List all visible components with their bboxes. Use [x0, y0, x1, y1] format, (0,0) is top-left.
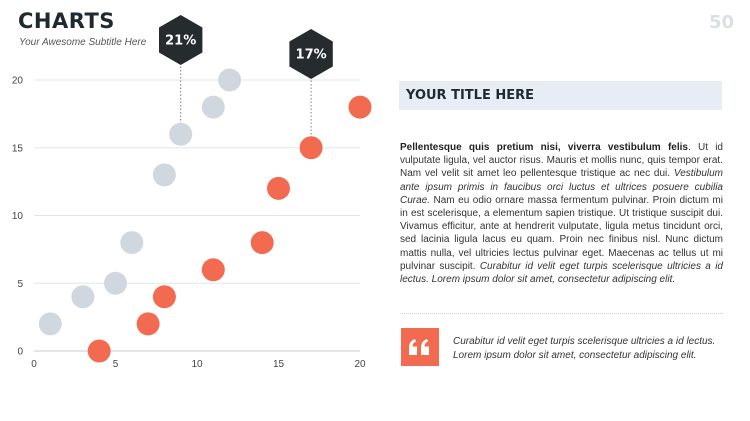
x-tick-label: 10 [191, 359, 203, 370]
x-tick-label: 5 [113, 359, 119, 370]
callout-hexagon [159, 15, 203, 65]
y-tick-label: 5 [17, 279, 23, 290]
body-italic-2: Curabitur id velit eget turpis scelerisq… [400, 260, 723, 286]
quote-box [401, 328, 439, 366]
page-number: 50 [708, 12, 734, 33]
series-gray [38, 68, 242, 336]
callout-label: 17% [296, 48, 327, 63]
scatter-point-gray [169, 122, 193, 146]
scatter-point-orange [136, 312, 160, 336]
scatter-point-orange [87, 339, 111, 363]
scatter-point-gray [152, 163, 176, 187]
scatter-point-gray [201, 95, 225, 119]
scatter-point-orange [299, 136, 323, 160]
series-orange [87, 95, 372, 363]
y-tick-label: 20 [12, 76, 24, 87]
page-title: CHARTS [18, 9, 115, 33]
body-text-1: . Ut id vulputate ligula, vel auctor ris… [400, 142, 723, 180]
y-tick-label: 15 [12, 143, 24, 154]
body-lead-bold: Pellentesque quis pretium nisi, viverra … [400, 142, 688, 153]
page-subtitle: Your Awesome Subtitle Here [19, 37, 147, 48]
callout-label: 21% [165, 34, 196, 49]
quote-icon [409, 339, 429, 355]
scatter-point-gray [104, 271, 127, 295]
panel-title-bar [399, 81, 722, 110]
scatter-chart: 0 5 10 15 20 0 5 10 15 20 21% 17% [12, 15, 372, 370]
divider [400, 313, 723, 314]
panel-body: Pellentesque quis pretium nisi, viverra … [400, 141, 723, 286]
callout-hexagon [289, 29, 333, 79]
scatter-point-gray [120, 231, 144, 255]
body-italic-1: Vestibulum ante ipsum primis in faucibus… [400, 168, 723, 206]
scatter-point-gray [38, 312, 62, 336]
scatter-point-gray [71, 285, 95, 309]
panel-title: YOUR TITLE HERE [406, 88, 535, 103]
x-tick-label: 20 [354, 359, 366, 370]
x-tick-label: 15 [273, 359, 285, 370]
quote-text: Curabitur id velit eget turpis scelerisq… [453, 336, 716, 361]
grid-lines [34, 79, 360, 352]
scatter-point-orange [250, 231, 274, 255]
y-tick-labels: 0 5 10 15 20 [12, 76, 24, 358]
scatter-point-orange [267, 176, 290, 200]
y-tick-label: 10 [12, 211, 24, 222]
scatter-point-orange [348, 95, 372, 119]
scatter-point-orange [152, 285, 176, 309]
body-text-2: Nam eu odio ornare massa fermentum pulvi… [400, 194, 723, 272]
scatter-point-orange [201, 258, 225, 282]
x-tick-labels: 0 5 10 15 20 [31, 359, 366, 370]
scatter-point-gray [218, 68, 242, 92]
callouts: 21% 17% [159, 15, 333, 79]
y-tick-label: 0 [17, 347, 23, 358]
x-tick-label: 0 [31, 359, 37, 370]
callout-leaders [180, 63, 312, 137]
